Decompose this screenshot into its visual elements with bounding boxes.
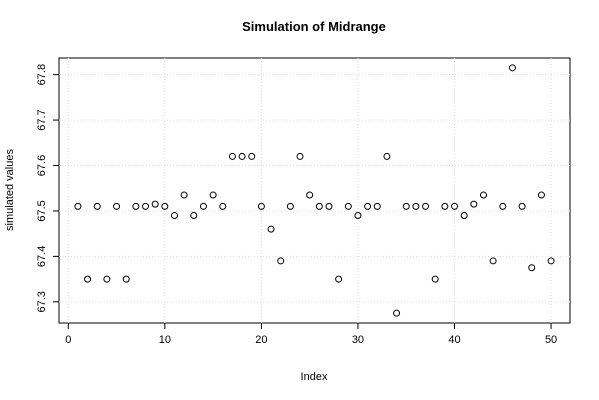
point [238,152,246,160]
point [286,202,294,210]
point [180,191,188,199]
point [460,211,468,219]
x-tick-label: 10 [159,334,171,346]
point [257,202,265,210]
point [219,202,227,210]
x-axis-label: Index [301,371,328,383]
point [296,152,304,160]
point [393,309,401,317]
y-tick-label: 67.3 [36,291,48,312]
x-tick-label: 50 [545,334,557,346]
point [74,202,82,210]
point [161,202,169,210]
point [306,191,314,199]
y-tick-label: 67.5 [36,200,48,221]
point [508,64,516,72]
point [373,202,381,210]
point [170,211,178,219]
point [537,191,545,199]
chart-title: Simulation of Midrange [242,19,386,34]
point [499,202,507,210]
point [518,202,526,210]
point [113,202,121,210]
point [383,152,391,160]
y-tick-label: 67.7 [36,109,48,130]
point [364,202,372,210]
point [451,202,459,210]
y-tick-label: 67.6 [36,155,48,176]
point [422,202,430,210]
point [489,257,497,265]
point [151,200,159,208]
point [93,202,101,210]
plot-frame [58,57,571,324]
point [84,275,92,283]
point [122,275,130,283]
y-axis-label: simulated values [4,149,16,231]
point [528,264,536,272]
point [479,191,487,199]
point [209,191,217,199]
point [132,202,140,210]
x-tick-label: 40 [448,334,460,346]
point [315,202,323,210]
point [228,152,236,160]
point [277,257,285,265]
point [441,202,449,210]
point [470,200,478,208]
x-tick-label: 20 [255,334,267,346]
y-tick-label: 67.4 [36,246,48,267]
point [344,202,352,210]
point [199,202,207,210]
y-tick-label: 67.8 [36,64,48,85]
point [335,275,343,283]
point [431,275,439,283]
point [325,202,333,210]
point [190,211,198,219]
point [142,202,150,210]
point [354,211,362,219]
x-tick-label: 30 [352,334,364,346]
x-tick-label: 0 [65,334,71,346]
point [402,202,410,210]
point [547,257,555,265]
point [267,225,275,233]
point [248,152,256,160]
point [103,275,111,283]
point [412,202,420,210]
